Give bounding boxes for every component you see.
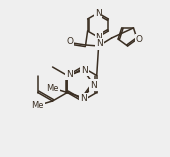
Text: N: N [96, 40, 103, 49]
Text: N: N [96, 32, 102, 41]
Text: N: N [66, 70, 73, 79]
Text: N: N [95, 8, 101, 17]
Text: O: O [66, 38, 73, 46]
Text: O: O [136, 35, 143, 44]
Text: N: N [81, 66, 88, 75]
Text: Me: Me [31, 100, 44, 109]
Text: N: N [90, 81, 97, 89]
Text: Me: Me [46, 84, 58, 93]
Text: N: N [80, 94, 87, 103]
